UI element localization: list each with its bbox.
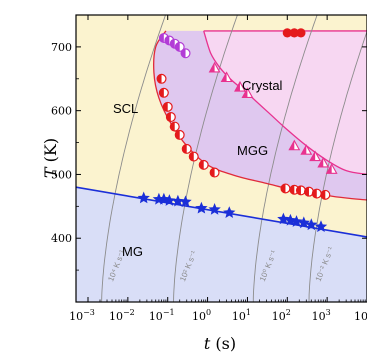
triangle-marker [309, 150, 322, 162]
marker-fill [304, 187, 309, 197]
marker-fill [209, 62, 215, 72]
triangle-marker [300, 144, 313, 155]
half-circle-marker [165, 112, 176, 123]
marker-fill [163, 102, 168, 112]
triangle-marker [288, 139, 301, 151]
x-tick-label: 102 [272, 308, 291, 323]
plot-frame [75, 14, 367, 303]
marker-fill [242, 88, 248, 98]
marker-fill [175, 42, 180, 52]
circle-marker [282, 28, 292, 38]
half-circle-marker [198, 159, 209, 170]
marker-fill [157, 74, 162, 84]
star-marker [290, 215, 303, 227]
crystal-region [203, 30, 367, 175]
triangle-marker [234, 80, 246, 92]
half-circle-marker [311, 188, 322, 199]
star-marker [208, 203, 221, 215]
star-marker [223, 206, 236, 218]
mg-label: MG [122, 244, 143, 259]
star-marker [284, 213, 297, 226]
marker-fill [159, 33, 164, 43]
x-tick-label: 101 [232, 308, 251, 323]
marker-fill [301, 145, 307, 155]
star-marker [171, 194, 185, 207]
star-marker [314, 220, 328, 232]
x-tick-label: 10−2 [109, 308, 135, 323]
scl-label: SCL [113, 101, 138, 116]
triangle-marker [208, 61, 221, 73]
heating-curve [252, 15, 318, 302]
half-circle-marker [169, 38, 180, 49]
half-circle-marker [289, 184, 300, 195]
half-circle-marker [162, 101, 173, 112]
marker-fill [164, 36, 170, 45]
y-tick-label: 400 [51, 232, 72, 245]
marker-fill [199, 160, 204, 170]
half-circle-marker [295, 185, 306, 196]
marker-fill [312, 189, 317, 198]
half-circle-marker [181, 143, 192, 154]
triangle-marker [317, 156, 330, 168]
y-axis-label: T (K) [41, 138, 60, 178]
x-axis-label: t (s) [204, 334, 236, 353]
marker-fill [166, 112, 171, 122]
marker-fill [210, 168, 215, 177]
marker-fill [289, 185, 295, 195]
y-tick-label: 600 [51, 105, 72, 118]
triangle-marker [325, 163, 338, 174]
marker-fill [175, 130, 180, 140]
half-circle-marker [180, 48, 191, 59]
x-axis: 10−3 10−2 10−1 100 101 102 103 10 [69, 15, 367, 323]
half-circle-marker [169, 121, 180, 132]
half-circle-marker [280, 183, 291, 194]
crystal-boundary-line [203, 30, 367, 176]
marker-fill [296, 185, 301, 195]
star-marker [137, 191, 150, 204]
star-marker [163, 194, 176, 206]
circle-marker [289, 28, 299, 38]
half-circle-marker [188, 151, 199, 162]
heating-curve [308, 30, 367, 302]
x-tick-label: 10 [354, 310, 367, 323]
x-tick-label: 10−1 [149, 308, 175, 323]
half-circle-marker [174, 129, 185, 140]
marker-fill [170, 39, 175, 49]
data-markers [137, 28, 338, 232]
y-tick-label: 700 [51, 41, 72, 54]
half-circle-marker [174, 41, 185, 52]
y-axis: 400 500 600 700 [51, 41, 367, 271]
plot-area: 10⁴ K s⁻¹ 10² K s⁻¹ 10⁰ K s⁻¹ 10⁻² K s⁻¹ [76, 15, 367, 302]
marker-fill [320, 190, 326, 200]
half-circle-marker [158, 87, 169, 98]
marker-fill [159, 88, 164, 98]
star-marker [195, 201, 208, 214]
heating-curve [101, 15, 166, 302]
half-circle-marker [303, 186, 314, 197]
triangle-marker [220, 71, 233, 83]
marker-fill [170, 122, 175, 132]
half-circle-marker [320, 189, 331, 200]
mgg-label: MGG [237, 143, 268, 158]
half-circle-marker [156, 73, 167, 84]
x-tick-label: 100 [192, 308, 211, 323]
triangle-marker [241, 87, 254, 98]
marker-fill [182, 144, 187, 154]
crystal-label: Crystal [242, 78, 283, 93]
marker-fill [189, 152, 194, 161]
x-tick-label: 10−3 [69, 308, 95, 323]
star-marker [179, 195, 192, 208]
y-tick-label: 500 [51, 168, 72, 181]
mg-region [76, 187, 367, 302]
star-marker [297, 216, 310, 229]
star-marker [277, 212, 290, 225]
x-tick-label: 103 [312, 308, 331, 323]
marker-fill [181, 48, 186, 58]
marker-fill [281, 184, 286, 193]
circle-marker [296, 28, 306, 38]
star-marker [305, 218, 318, 231]
half-circle-marker [209, 167, 220, 178]
